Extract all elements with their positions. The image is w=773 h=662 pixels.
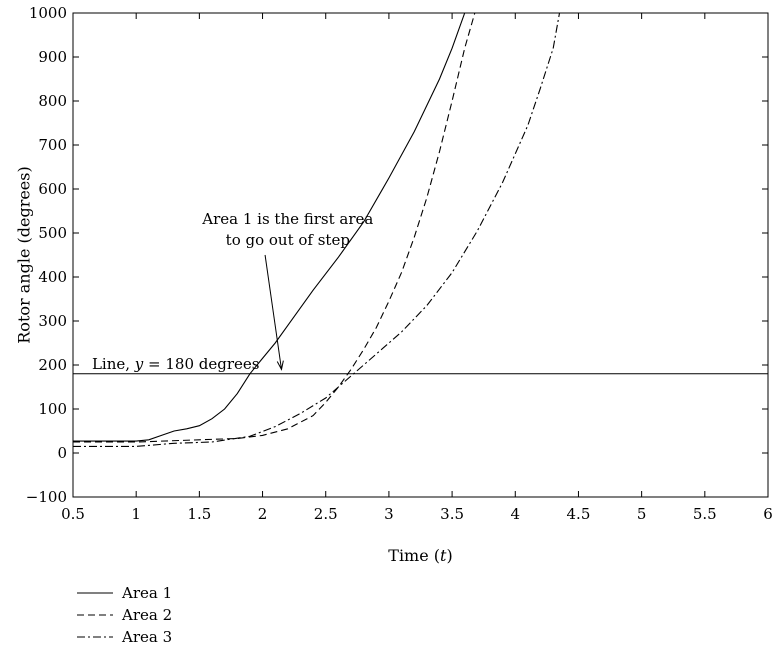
annotation-text-line-2: to go out of step xyxy=(226,231,350,249)
x-tick-label: 2 xyxy=(258,505,268,523)
y-tick-label: 900 xyxy=(38,48,67,66)
x-tick-label: 4.5 xyxy=(567,505,591,523)
annotation-arrow-line xyxy=(264,254,282,370)
reference-line-group: Line, y = 180 degrees xyxy=(73,355,768,375)
x-tick-label: 3.5 xyxy=(440,505,464,523)
y-tick-label: 300 xyxy=(38,312,67,330)
annotation-group: Area 1 is the first area to go out of ste… xyxy=(201,210,373,371)
x-tick-label: 5 xyxy=(637,505,647,523)
x-tick-label: 2.5 xyxy=(314,505,338,523)
legend: Area 1 Area 2 Area 3 xyxy=(77,584,172,646)
annotation-arrow-head xyxy=(276,360,284,371)
x-tick-label: 1 xyxy=(131,505,141,523)
y-tick-label: 200 xyxy=(38,356,67,374)
y-axis-ticks: −100 0 100 200 300 400 500 600 700 800 900 1000 xyxy=(26,4,768,506)
y-tick-label: 800 xyxy=(38,92,67,110)
y-tick-label: 100 xyxy=(38,400,67,418)
x-axis-title: Time (t) xyxy=(388,546,452,565)
x-tick-label: 6 xyxy=(763,505,773,523)
y-tick-label: 600 xyxy=(38,180,67,198)
plot-frame xyxy=(72,12,769,498)
legend-label-area-2: Area 2 xyxy=(121,606,172,624)
x-tick-label: 1.5 xyxy=(187,505,211,523)
legend-label-area-3: Area 3 xyxy=(121,628,172,646)
reference-line-label: Line, y = 180 degrees xyxy=(92,355,260,373)
x-tick-label: 4 xyxy=(510,505,520,523)
plot-lines xyxy=(73,13,561,447)
x-tick-label: 5.5 xyxy=(693,505,717,523)
y-tick-label: 500 xyxy=(38,224,67,242)
y-tick-label: 700 xyxy=(38,136,67,154)
y-tick-label: 1000 xyxy=(29,4,67,22)
x-tick-label: 0.5 xyxy=(61,505,85,523)
y-tick-label: 400 xyxy=(38,268,67,286)
y-tick-label: −100 xyxy=(26,488,67,506)
series-line-area-1 xyxy=(73,13,466,442)
series-line-area-3 xyxy=(73,13,561,447)
legend-label-area-1: Area 1 xyxy=(121,584,172,602)
y-axis-title: Rotor angle (degrees) xyxy=(15,166,34,343)
x-tick-label: 3 xyxy=(384,505,394,523)
annotation-text-line-1: Area 1 is the first area xyxy=(201,210,373,228)
x-axis-ticks: 0.5 1 1.5 2 2.5 3 3.5 4 4.5 5 5.5 6 xyxy=(61,13,773,523)
series-line-area-2 xyxy=(73,13,476,443)
y-tick-label: 0 xyxy=(57,444,67,462)
